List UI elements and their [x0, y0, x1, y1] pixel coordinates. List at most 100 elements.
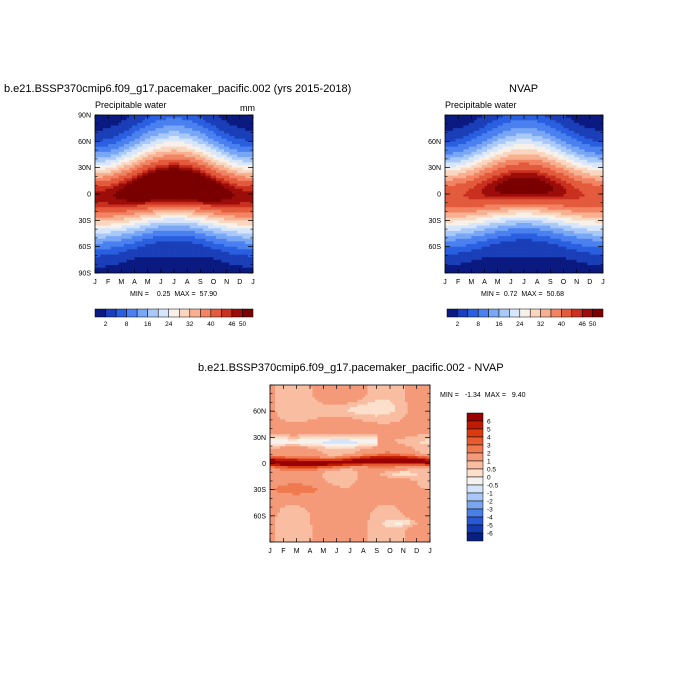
field-cell — [450, 194, 454, 198]
field-cell — [208, 267, 212, 271]
field-cell — [192, 154, 196, 158]
field-cell — [208, 149, 212, 153]
field-cell — [205, 146, 209, 150]
field-cell — [97, 259, 101, 264]
field-cell — [224, 204, 228, 208]
field-cell — [497, 159, 501, 163]
field-cell — [121, 117, 125, 121]
field-cell — [208, 212, 212, 216]
field-cell — [118, 257, 122, 261]
field-cell — [184, 170, 188, 174]
field-cell — [168, 265, 172, 269]
field-cell — [192, 170, 196, 174]
field-cell — [142, 133, 146, 137]
field-cell — [163, 122, 167, 127]
field-cell — [179, 122, 183, 127]
field-cell — [234, 215, 238, 219]
field-cell — [179, 165, 183, 169]
field-cell — [110, 157, 115, 161]
field-cell — [466, 141, 470, 145]
field-cell — [142, 246, 146, 250]
field-cell — [108, 157, 112, 161]
field-cell — [247, 249, 251, 253]
field-cell — [492, 217, 496, 221]
field-cell — [463, 172, 467, 177]
field-cell — [102, 225, 107, 229]
field-cell — [150, 220, 154, 224]
field-cell — [179, 217, 183, 221]
field-cell — [142, 267, 146, 271]
field-cell — [116, 238, 120, 242]
field-cell — [497, 228, 501, 232]
field-cell — [118, 143, 122, 148]
field-cell — [210, 254, 215, 258]
field-cell — [200, 236, 204, 240]
field-cell — [155, 241, 159, 245]
field-cell — [450, 141, 454, 145]
field-cell — [176, 204, 180, 208]
field-cell — [139, 115, 143, 119]
field-cell — [226, 251, 230, 256]
field-cell — [100, 122, 104, 127]
field-cell — [116, 251, 120, 256]
field-cell — [179, 172, 183, 177]
field-cell — [195, 220, 199, 224]
field-cell — [500, 165, 504, 169]
field-cell — [463, 136, 467, 140]
field-cell — [102, 228, 107, 232]
field-cell — [229, 222, 233, 227]
field-cell — [168, 220, 172, 224]
field-cell — [231, 254, 236, 258]
field-cell — [224, 143, 228, 148]
field-cell — [195, 183, 199, 187]
field-cell — [247, 162, 251, 166]
field-cell — [166, 146, 170, 150]
field-cell — [155, 217, 159, 221]
field-cell — [142, 257, 146, 261]
field-cell — [497, 130, 501, 135]
field-cell — [100, 222, 104, 227]
field-cell — [237, 238, 241, 242]
field-cell — [242, 201, 246, 206]
field-cell — [492, 149, 496, 153]
field-cell — [226, 201, 230, 206]
field-cell — [481, 201, 486, 206]
field-cell — [476, 262, 480, 266]
field-cell — [181, 136, 186, 140]
field-cell — [468, 130, 472, 135]
field-cell — [129, 254, 133, 258]
field-cell — [184, 188, 188, 192]
field-cell — [147, 170, 151, 174]
field-cell — [231, 183, 236, 187]
field-cell — [487, 117, 491, 121]
field-cell — [145, 270, 149, 273]
field-cell — [221, 201, 225, 206]
field-cell — [102, 183, 107, 187]
field-cell — [131, 128, 136, 132]
field-cell — [174, 267, 178, 271]
field-cell — [113, 222, 117, 227]
field-cell — [476, 115, 480, 119]
field-cell — [163, 143, 167, 148]
field-cell — [229, 159, 233, 163]
field-cell — [166, 259, 170, 264]
field-cell — [181, 122, 186, 127]
field-cell — [247, 222, 251, 227]
field-cell — [221, 128, 225, 132]
field-cell — [445, 270, 449, 273]
field-cell — [174, 138, 178, 142]
field-cell — [484, 238, 488, 242]
field-cell — [97, 165, 101, 169]
field-cell — [100, 157, 104, 161]
field-cell — [189, 151, 194, 156]
field-cell — [100, 209, 104, 214]
field-cell — [245, 262, 249, 266]
field-cell — [489, 201, 493, 206]
field-cell — [97, 207, 101, 211]
field-cell — [179, 257, 183, 261]
field-cell — [210, 199, 215, 203]
field-cell — [108, 133, 112, 137]
field-cell — [487, 170, 491, 174]
field-cell — [152, 212, 157, 216]
field-cell — [229, 236, 233, 240]
